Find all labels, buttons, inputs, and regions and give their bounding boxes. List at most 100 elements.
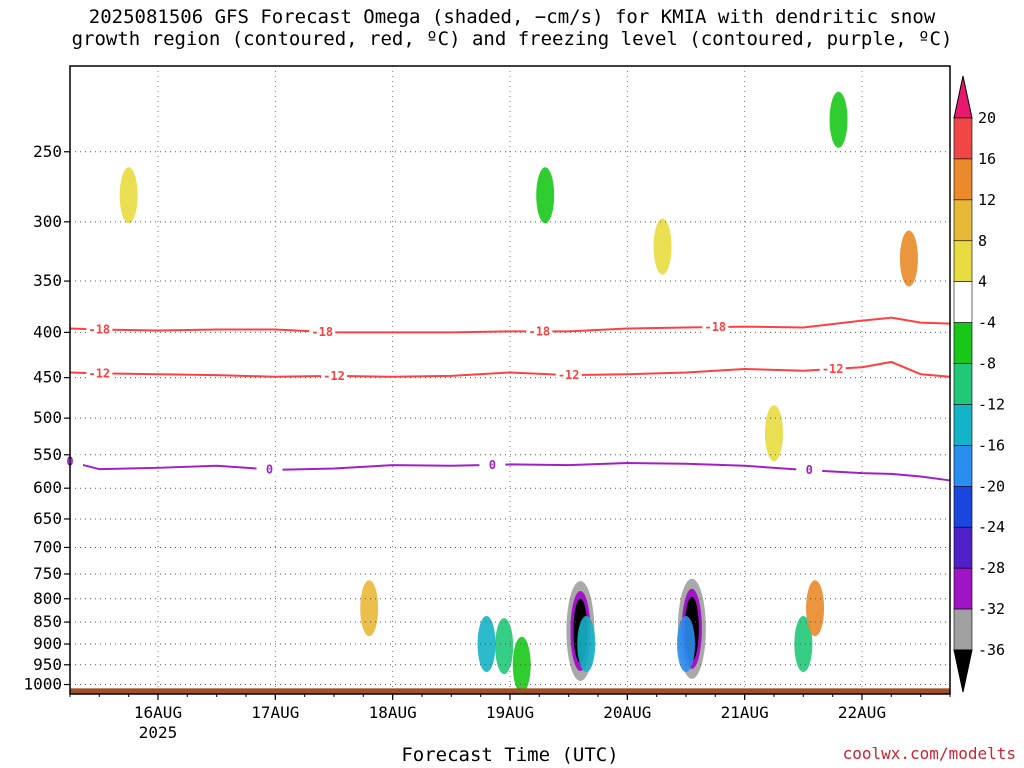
colorbar-label: -12 xyxy=(978,395,1005,413)
contour-line xyxy=(69,460,951,482)
omega-cell xyxy=(899,230,918,287)
colorbar-segment xyxy=(953,363,973,405)
y-tick-label: 750 xyxy=(33,564,62,583)
omega-cell xyxy=(577,616,596,673)
y-tick-label: 850 xyxy=(33,612,62,631)
colorbar-segment xyxy=(953,281,973,323)
colorbar-label: -8 xyxy=(978,355,996,373)
contour-label-bg xyxy=(796,463,823,478)
contour-label-bg xyxy=(526,324,553,339)
contour-label-bg xyxy=(86,366,113,381)
contour-label-bg xyxy=(321,368,347,383)
colorbar-segment xyxy=(953,404,973,446)
omega-cell xyxy=(829,91,848,148)
title-line1: 2025081506 GFS Forecast Omega (shaded, −… xyxy=(88,6,936,28)
y-tick-label: 900 xyxy=(33,634,62,653)
contour-label: -18 xyxy=(528,324,550,338)
omega-cell xyxy=(536,167,555,224)
omega-cell xyxy=(806,580,825,637)
colorbar-top-arrow xyxy=(953,75,973,119)
y-tick-label: 350 xyxy=(33,271,62,290)
grid xyxy=(70,66,950,694)
colorbar-label: -16 xyxy=(978,436,1005,454)
y-tick-label: 650 xyxy=(33,509,62,528)
y-tick-label: 700 xyxy=(33,537,62,556)
colorbar-bottom-arrow xyxy=(953,649,973,693)
contour-label-bg xyxy=(555,368,582,383)
x-tick-label: 20AUG xyxy=(603,703,651,722)
x-tick-label: 17AUG xyxy=(251,703,299,722)
x-axis-label: Forecast Time (UTC) xyxy=(401,744,619,766)
colorbar-label: 20 xyxy=(978,109,996,127)
contour-label-bg xyxy=(309,324,336,339)
colorbar-label: -28 xyxy=(978,559,1005,577)
colorbar-segment xyxy=(953,567,973,610)
colorbar-label: 16 xyxy=(978,150,996,168)
chart-title: 2025081506 GFS Forecast Omega (shaded, −… xyxy=(0,6,1024,50)
colorbar-segment xyxy=(953,117,973,160)
colorbar-label: -24 xyxy=(978,518,1005,536)
omega-cell xyxy=(794,616,813,673)
colorbar-label: -32 xyxy=(978,600,1005,618)
colorbar-segment xyxy=(953,240,973,282)
colorbar-segment xyxy=(953,486,973,528)
contour-label-bg xyxy=(819,362,846,377)
colorbar-label: -36 xyxy=(978,641,1005,659)
colorbar-label: 4 xyxy=(978,273,987,291)
y-tick-label: 950 xyxy=(33,655,62,674)
omega-cell xyxy=(360,580,379,637)
x-tick-label: 16AUG xyxy=(134,703,182,722)
omega-cell xyxy=(765,405,783,462)
omega-cell xyxy=(119,167,138,224)
colorbar-label: 12 xyxy=(978,191,996,209)
y-axis: 250 300 350 400 450 500 550 600 650 700 750 800 850 9… xyxy=(23,142,70,694)
y-tick-label: 450 xyxy=(33,368,62,387)
contour-label-bg xyxy=(479,457,506,472)
omega-cell xyxy=(653,218,672,275)
contour-label: -12 xyxy=(558,368,580,382)
colorbar-segment xyxy=(953,199,973,242)
colorbar-segment xyxy=(953,445,973,487)
contour-label-bg xyxy=(86,322,113,337)
y-tick-label: 1000 xyxy=(23,675,62,694)
contour-label: 0 xyxy=(806,463,813,477)
contour-label: -12 xyxy=(323,369,345,383)
y-tick-label: 600 xyxy=(33,478,62,497)
x-year-label: 2025 xyxy=(139,723,178,742)
colorbar-segment xyxy=(953,608,973,651)
omega-cell xyxy=(512,636,531,693)
y-tick-label: 400 xyxy=(33,322,62,341)
contour-label-bg xyxy=(702,320,729,335)
colorbar-segment xyxy=(953,322,973,364)
contour-label: -12 xyxy=(822,362,844,376)
colorbar-label: 8 xyxy=(978,232,987,250)
contour-label: -18 xyxy=(311,325,333,339)
contour-label: 0 xyxy=(489,458,496,472)
contour-line xyxy=(69,316,951,334)
x-tick-label: 19AUG xyxy=(486,703,534,722)
colorbar-label: -20 xyxy=(978,477,1005,495)
omega-field xyxy=(70,91,950,694)
x-tick-label: 22AUG xyxy=(838,703,886,722)
contour-label: -18 xyxy=(88,322,110,336)
y-tick-label: 550 xyxy=(33,445,62,464)
x-tick-label: 21AUG xyxy=(721,703,769,722)
contour-label: -12 xyxy=(88,366,110,380)
y-tick-label: 500 xyxy=(33,408,62,427)
y-tick-label: 300 xyxy=(33,212,62,231)
colorbar-segment xyxy=(953,158,973,201)
y-tick-label: 800 xyxy=(33,589,62,608)
y-tick-label: 250 xyxy=(33,142,62,161)
omega-cell xyxy=(477,616,496,673)
contour-label: -18 xyxy=(704,320,726,334)
colorbar: 20 16 12 8 4 -4 -8 -12 -16 -20 -24 -28 -32 -36 xyxy=(953,75,1005,693)
x-tick-label: 18AUG xyxy=(369,703,417,722)
contour-line xyxy=(69,360,951,378)
omega-cell xyxy=(677,616,695,673)
credit-text: coolwx.com/modelts xyxy=(842,744,1016,763)
contour-label: 0 xyxy=(266,462,273,476)
omega-cell xyxy=(495,618,514,675)
